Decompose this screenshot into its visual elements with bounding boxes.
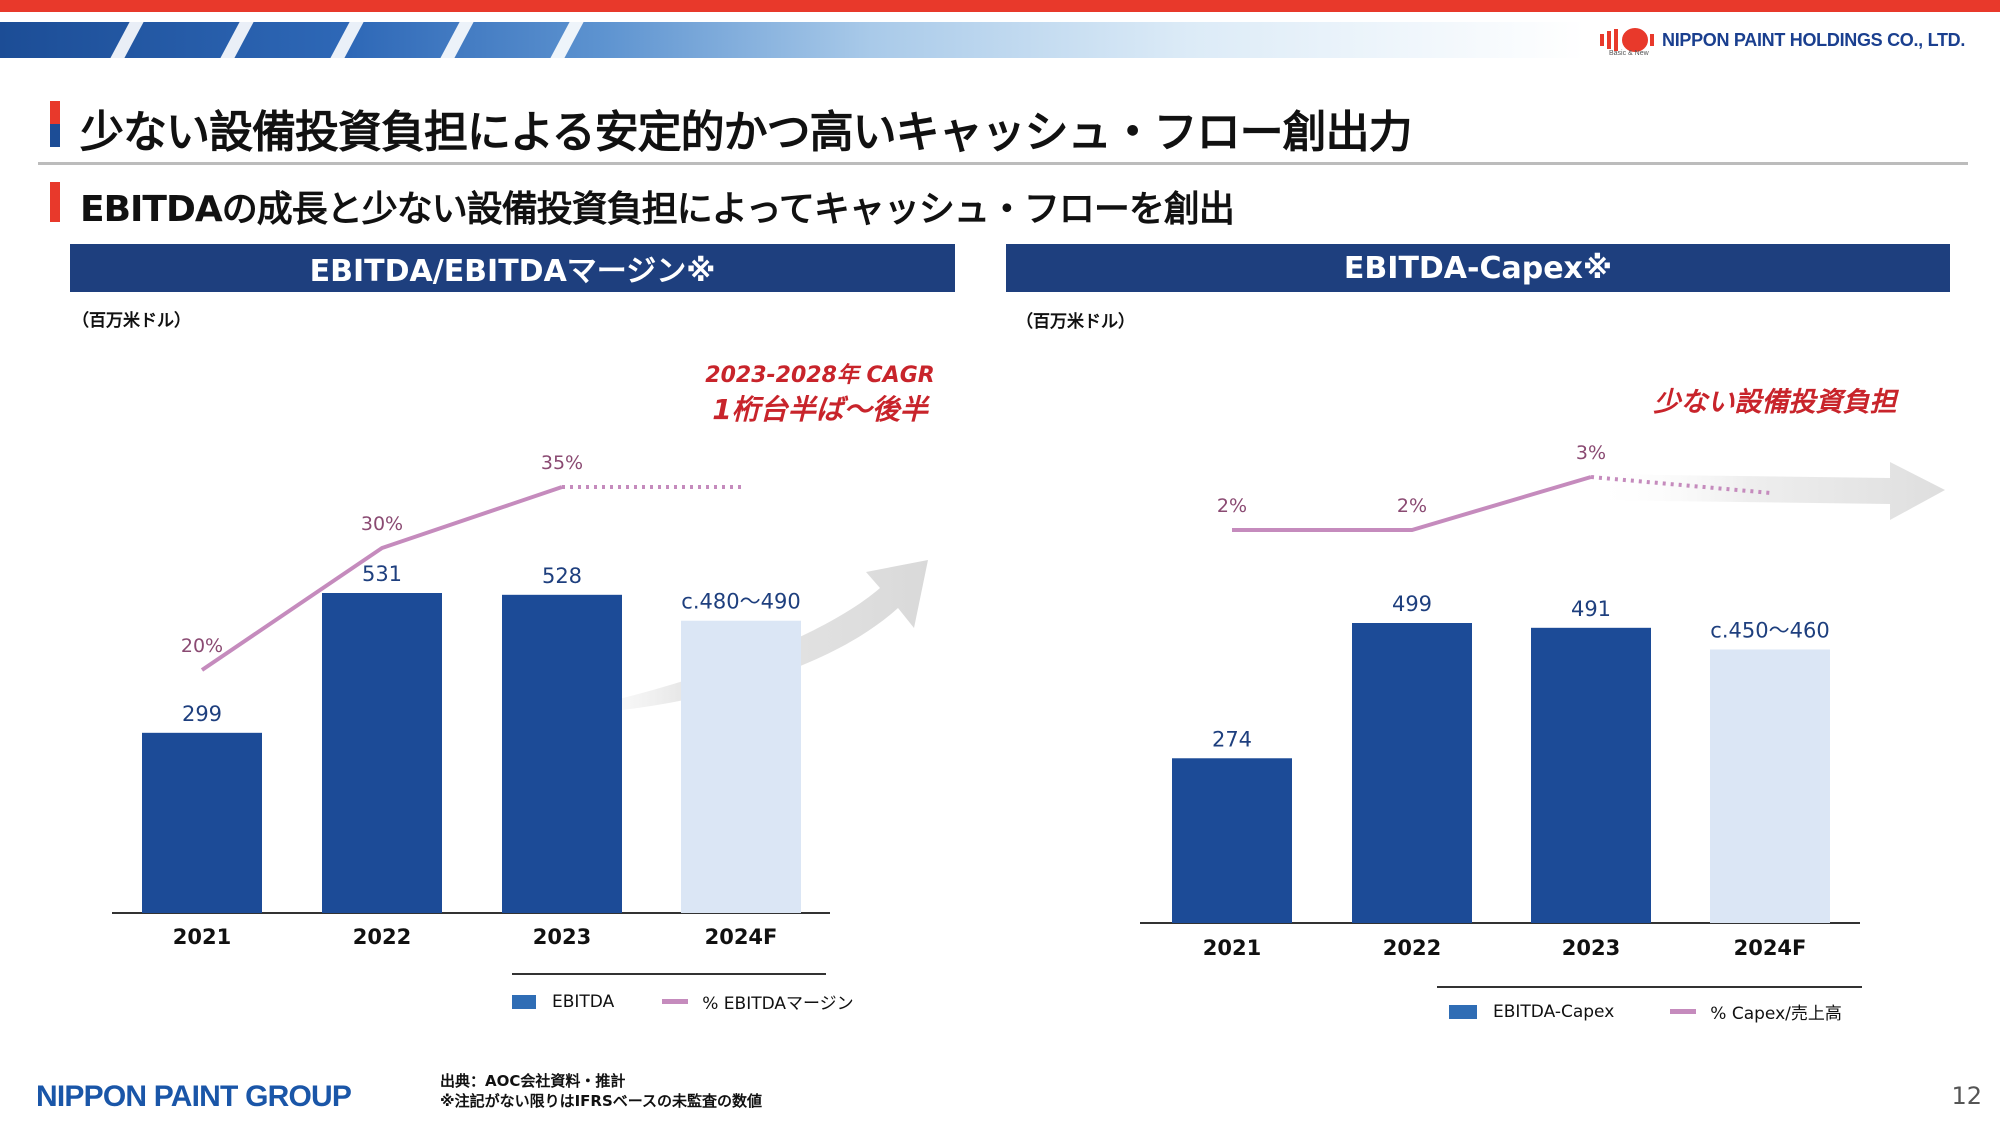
bar-value-label: 528 (542, 564, 582, 588)
bar-value-label: 299 (182, 702, 222, 726)
legend-ebitda-label: EBITDA (552, 991, 615, 1012)
capex-legend: EBITDA-Capex % Capex/売上高 (1449, 999, 1842, 1024)
bar-value-label: 491 (1571, 597, 1611, 621)
bar-value-label: c.480～490 (681, 590, 800, 614)
bar-value-label: c.450～460 (1710, 618, 1829, 642)
legend-bar-swatch (512, 994, 536, 1009)
category-label: 2022 (1383, 936, 1441, 960)
page-title: 少ない設備投資負担による安定的かつ高いキャッシュ・フロー創出力 (80, 107, 1413, 158)
margin-value-label: 2% (1397, 495, 1427, 517)
category-label: 2023 (533, 925, 591, 949)
ebitda-legend: EBITDA % EBITDAマージン (512, 989, 854, 1014)
bar-2021 (142, 732, 262, 913)
cagr-callout-line2: 1桁台半ば～後半 (712, 393, 928, 426)
margin-value-label: 2% (1217, 495, 1247, 517)
legend-line-swatch (662, 999, 689, 1004)
page-subtitle: EBITDAの成長と少ない設備投資負担によってキャッシュ・フローを創出 (80, 189, 1235, 230)
bar-2021 (1172, 758, 1292, 923)
legend-ebitda-capex-label: EBITDA-Capex (1493, 1001, 1615, 1022)
ebitda-capex-panel-title: EBITDA-Capex※ (1343, 250, 1613, 286)
bar-2023 (502, 594, 622, 913)
category-label: 2021 (173, 925, 231, 949)
bar-2024F (1710, 649, 1830, 923)
legend-bar-swatch (1449, 1004, 1477, 1019)
bar-value-label: 531 (362, 562, 402, 586)
top-red-band (0, 0, 2000, 12)
category-label: 2022 (353, 925, 411, 949)
ebitda-capex-unit-label: （百万米ドル） (1016, 312, 1135, 332)
title-accent-bar (50, 101, 60, 147)
ebitda-capex-panel-header: EBITDA-Capex※ (1006, 244, 1950, 292)
bar-2024F (681, 620, 801, 913)
nippon-paint-logo-icon (1598, 26, 1656, 54)
bar-2022 (322, 593, 442, 913)
margin-value-label: 20% (181, 635, 223, 657)
legend-ebitda-margin-label: % EBITDAマージン (702, 994, 854, 1014)
category-label: 2023 (1562, 936, 1620, 960)
source-note: 出典：AOC会社資料・推計 (440, 1072, 626, 1090)
company-logo: NIPPON PAINT HOLDINGS CO., LTD. (1598, 26, 1965, 54)
ebitda-legend-rule (512, 973, 826, 975)
cagr-callout-line1: 2023-2028年 CAGR (705, 363, 935, 388)
company-tagline: Basic & New (1609, 50, 1649, 57)
legend-line-swatch (1670, 1009, 1697, 1014)
page-number: 12 (1951, 1082, 1982, 1110)
title-divider (38, 162, 1968, 165)
margin-line (1232, 475, 1592, 532)
subtitle-accent-bar (50, 182, 60, 222)
category-label: 2024F (1734, 936, 1807, 960)
category-label: 2021 (1203, 936, 1261, 960)
margin-line (200, 485, 563, 672)
margin-value-label: 30% (361, 513, 403, 535)
bar-value-label: 274 (1212, 727, 1252, 751)
ifrs-note: ※注記がない限りはIFRSベースの未監査の数値 (440, 1092, 763, 1110)
legend-capex-ratio-label: % Capex/売上高 (1710, 1004, 1842, 1024)
ebitda-panel-header: EBITDA/EBITDAマージン※ (70, 244, 955, 292)
capex-callout: 少ない設備投資負担 (1653, 387, 1897, 418)
category-label: 2024F (705, 925, 778, 949)
margin-value-label: 3% (1576, 442, 1606, 464)
nippon-paint-group-logo: NIPPON PAINT GROUP (36, 1080, 352, 1113)
ebitda-panel-title: EBITDA/EBITDAマージン※ (309, 254, 716, 289)
capex-legend-rule (1437, 986, 1862, 988)
top-blue-stripe (0, 22, 1585, 58)
margin-value-label: 35% (541, 452, 583, 474)
bar-value-label: 499 (1392, 592, 1432, 616)
bar-2022 (1352, 623, 1472, 923)
company-name: NIPPON PAINT HOLDINGS CO., LTD. (1662, 29, 1966, 50)
margin-line-forecast (1590, 475, 1771, 495)
bar-2023 (1531, 627, 1651, 923)
ebitda-unit-label: （百万米ドル） (72, 311, 191, 331)
